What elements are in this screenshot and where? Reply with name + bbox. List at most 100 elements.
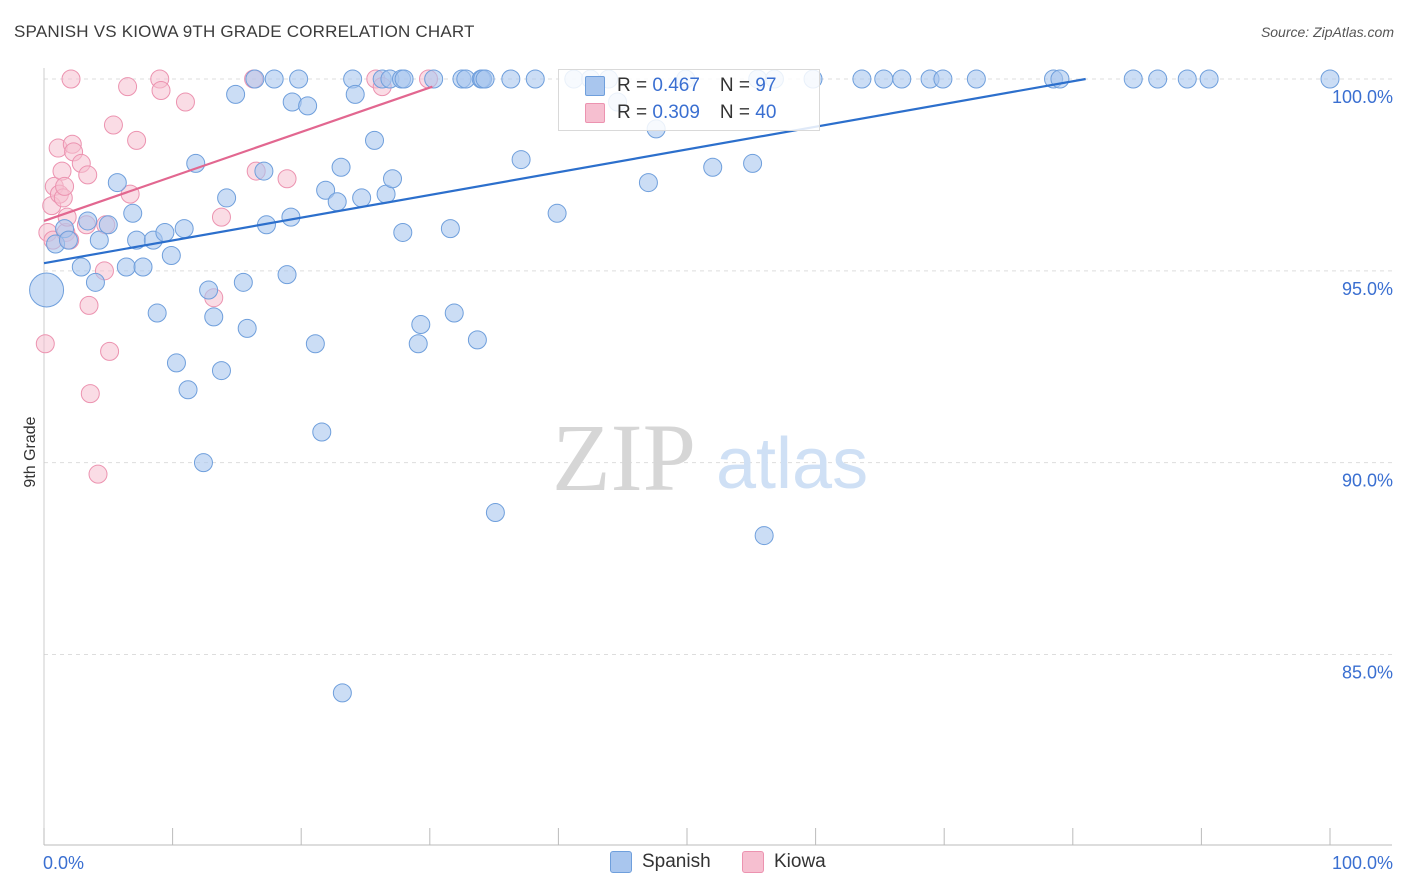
spanish-point [123,203,143,223]
series-legend: Spanish Kiowa [0,851,1406,877]
spanish-point [312,422,332,442]
spanish-point [933,69,953,89]
n-value: 97 [755,75,777,96]
x-tick-label: 0.0% [43,853,84,873]
spanish-trend-line [43,77,1086,265]
spanish-point [365,130,385,150]
n-label: N = [719,75,756,96]
spanish-point [408,334,428,354]
axis-layer [43,68,1392,846]
kiowa-point [78,165,98,185]
kiowa-trend-line [43,85,433,222]
kiowa-point [35,334,55,354]
spanish-point [444,303,464,323]
spanish-point [58,230,78,250]
kiowa-point [55,176,75,196]
spanish-point [345,84,365,104]
spanish-point [1177,69,1197,89]
spanish-point [233,272,253,292]
legend-label-spanish: Spanish [642,851,711,872]
legend-label-kiowa: Kiowa [774,851,826,872]
y-axis-title: 9th Grade [22,416,39,487]
legend-row-kiowa: R = 0.309 N = 40 [585,101,776,125]
spanish-point [332,683,352,703]
spanish-point [501,69,521,89]
spanish-point [852,69,872,89]
spanish-point [193,453,213,473]
legend-row-spanish: R = 0.467 N = 97 [585,74,776,98]
kiowa-swatch [742,851,764,873]
spanish-point [511,150,531,170]
watermark: ZIP atlas [552,404,868,511]
r-label: R = [617,75,653,96]
spanish-point [411,315,431,335]
legend-item-kiowa[interactable]: Kiowa [742,851,826,873]
kiowa-point [118,77,138,97]
spanish-point [467,330,487,350]
spanish-point [1123,69,1143,89]
trend-lines [43,77,1086,265]
watermark-atlas: atlas [716,424,868,504]
n-value: 40 [755,102,777,123]
chart-title: SPANISH VS KIOWA 9TH GRADE CORRELATION C… [14,22,475,41]
y-tick-label: 85.0% [1342,663,1393,683]
watermark-zip: ZIP [552,404,696,511]
kiowa-point [100,341,120,361]
y-tick-label: 95.0% [1342,279,1393,299]
spanish-point [424,69,444,89]
spanish-point [485,503,505,523]
spanish-point [264,69,284,89]
spanish-point [107,173,127,193]
spanish-point [298,96,318,116]
spanish-point [155,222,175,242]
y-tick-label: 90.0% [1342,471,1393,491]
kiowa-point [277,169,297,189]
spanish-point [547,203,567,223]
spanish-point [393,222,413,242]
spanish-point [966,69,986,89]
kiowa-point [211,207,231,227]
spanish-point [211,361,231,381]
r-value: 0.467 [652,75,700,96]
spanish-point [383,169,403,189]
spanish-point [638,173,658,193]
spanish-point [166,353,186,373]
spanish-point [85,272,105,292]
spanish-point [178,380,198,400]
spanish-point [289,69,309,89]
legend-item-spanish[interactable]: Spanish [610,851,711,873]
spanish-point [277,265,297,285]
spanish-point [204,307,224,327]
kiowa-point [103,115,123,135]
spanish-point [525,69,545,89]
spanish-point [305,334,325,354]
spanish-point [1320,69,1340,89]
spanish-point [703,157,723,177]
spanish-point [89,230,109,250]
kiowa-point [175,92,195,112]
spanish-point [147,303,167,323]
spanish-point [352,188,372,208]
kiowa-point [79,295,99,315]
spanish-point [71,257,91,277]
kiowa-point [61,69,81,89]
spanish-point [217,188,237,208]
n-label: N = [719,102,756,123]
spanish-point [98,215,118,235]
axis-labels: 100.0% 95.0% 90.0% 85.0% 0.0% 100.0% 9th Grade [22,87,1393,873]
spanish-point [174,219,194,239]
spanish-point [316,180,336,200]
kiowa-swatch [585,103,605,123]
spanish-point [281,207,301,227]
spanish-point [892,69,912,89]
spanish-swatch [610,851,632,873]
kiowa-point [88,464,108,484]
kiowa-point [151,81,171,101]
spanish-point [475,69,495,89]
correlation-legend: R = 0.467 N = 97 R = 0.309 N = 40 [558,69,820,131]
spanish-point [254,161,274,181]
spanish-point [1148,69,1168,89]
spanish-point [1199,69,1219,89]
spanish-point [874,69,894,89]
